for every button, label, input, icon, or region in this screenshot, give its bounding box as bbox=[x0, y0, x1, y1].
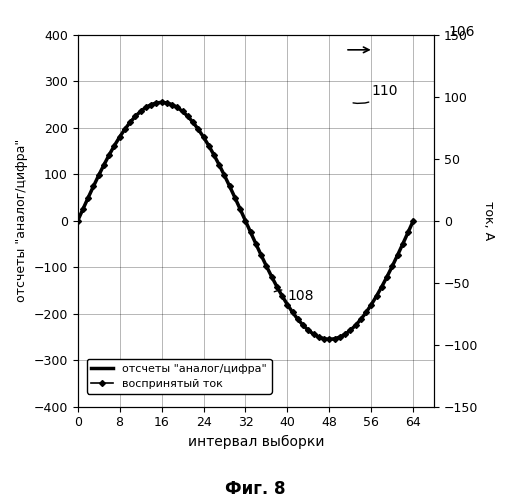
воспринятый ток bbox=[221, 173, 227, 179]
Line: отсчеты "аналог/цифра": отсчеты "аналог/цифра" bbox=[77, 102, 412, 339]
воспринятый ток bbox=[179, 108, 185, 114]
воспринятый ток bbox=[158, 99, 164, 105]
отсчеты "аналог/цифра" bbox=[179, 108, 185, 114]
Text: 108: 108 bbox=[274, 289, 314, 303]
отсчеты "аналог/цифра" bbox=[153, 100, 159, 106]
воспринятый ток bbox=[399, 241, 405, 247]
воспринятый ток bbox=[153, 100, 159, 106]
отсчеты "аналог/цифра" bbox=[221, 173, 227, 179]
Y-axis label: отсчеты "аналог/цифра": отсчеты "аналог/цифра" bbox=[15, 139, 28, 302]
отсчеты "аналог/цифра" bbox=[326, 336, 332, 342]
отсчеты "аналог/цифра" bbox=[158, 99, 164, 105]
отсчеты "аналог/цифра" bbox=[399, 241, 405, 247]
Text: Фиг. 8: Фиг. 8 bbox=[224, 480, 285, 498]
Y-axis label: ток, А: ток, А bbox=[481, 201, 494, 241]
воспринятый ток bbox=[74, 218, 80, 224]
воспринятый ток bbox=[409, 218, 415, 224]
X-axis label: интервал выборки: интервал выборки bbox=[187, 435, 324, 449]
Line: воспринятый ток: воспринятый ток bbox=[75, 100, 414, 341]
воспринятый ток bbox=[373, 293, 379, 299]
Text: 106: 106 bbox=[448, 25, 474, 39]
воспринятый ток bbox=[326, 336, 332, 342]
воспринятый ток bbox=[252, 241, 259, 247]
Legend: отсчеты "аналог/цифра", воспринятый ток: отсчеты "аналог/цифра", воспринятый ток bbox=[87, 359, 271, 394]
Text: 110: 110 bbox=[352, 84, 397, 103]
отсчеты "аналог/цифра" bbox=[252, 241, 259, 247]
отсчеты "аналог/цифра" bbox=[373, 293, 379, 299]
отсчеты "аналог/цифра" bbox=[74, 218, 80, 224]
отсчеты "аналог/цифра" bbox=[409, 218, 415, 224]
